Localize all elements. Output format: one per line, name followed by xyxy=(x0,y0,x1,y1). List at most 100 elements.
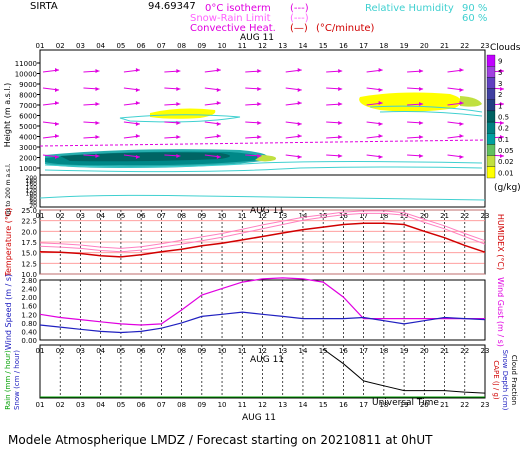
wind-arrowhead xyxy=(297,122,302,126)
legend-convective-symbol: (—) xyxy=(290,23,308,34)
hour-tick-label: 11 xyxy=(238,401,247,409)
wind-arrowhead xyxy=(216,155,221,159)
temperature-tick-label: 12.5 xyxy=(21,260,37,268)
surface-height-tick-label: 140 xyxy=(26,184,38,191)
height-tick-label: 3000 xyxy=(19,144,37,152)
rh-contour xyxy=(44,166,483,173)
hour-tick-label: 15 xyxy=(319,401,328,409)
colorbar-unit: (g/kg) xyxy=(494,183,521,193)
wind-arrowhead xyxy=(459,134,464,138)
hour-tick-label: 21 xyxy=(440,401,449,409)
surface-height-tick-label: 120 xyxy=(26,187,38,194)
legend-convective-unit: (°C/minute) xyxy=(316,23,375,34)
colorbar-title: Clouds xyxy=(490,43,521,53)
height-tick-label: 7000 xyxy=(19,102,37,110)
low-cloud-edge xyxy=(255,155,277,162)
colorbar-swatch xyxy=(486,88,496,100)
wind-arrowhead xyxy=(419,102,424,106)
wind-arrowhead xyxy=(55,88,59,92)
cape-axis-label: CAPE (J / g) xyxy=(492,360,500,400)
surface-height-tick-label: 60 xyxy=(29,197,37,204)
wind-arrowhead xyxy=(338,69,343,73)
hour-tick-label: 10 xyxy=(218,42,227,50)
cloud-fraction-axis-label: Cloud Fraction xyxy=(510,355,518,405)
wind-arrowhead xyxy=(378,68,383,72)
hour-tick-label: 08 xyxy=(177,42,186,50)
hour-tick-label: 17 xyxy=(359,42,368,50)
wind-arrowhead xyxy=(135,68,140,72)
temperature-tick-label: 20.0 xyxy=(21,228,37,236)
hour-tick-label: 09 xyxy=(197,42,206,50)
wind-arrowhead xyxy=(297,101,302,105)
wind-arrowhead xyxy=(176,69,181,73)
hour-tick-label: 13 xyxy=(278,42,287,50)
hour-tick-label: 12 xyxy=(258,401,267,409)
hour-tick-label: 15 xyxy=(319,42,328,50)
hour-tick-label: 21 xyxy=(440,42,449,50)
hour-tick-label: 23 xyxy=(481,401,490,409)
surface-height-tick-label: 160 xyxy=(26,181,38,188)
wind-arrowhead xyxy=(378,88,383,92)
height-tick-label: 2000 xyxy=(19,155,37,163)
isotherm-line xyxy=(39,139,486,147)
wind-arrowhead xyxy=(500,69,504,73)
colorbar-swatch xyxy=(486,54,496,67)
rh-contour xyxy=(44,161,483,168)
hour-tick-label: 12 xyxy=(258,42,267,50)
temperature-tick-label: 25.0 xyxy=(21,207,37,215)
colorbar-swatch xyxy=(486,66,496,78)
wind-arrowhead xyxy=(135,88,140,92)
legend-convective: Convective Heat. xyxy=(190,23,276,34)
low-cloud-core xyxy=(60,152,230,162)
height-tick-label: 9000 xyxy=(19,81,37,89)
legend-rh-90: 90 % xyxy=(462,3,487,14)
hour-tick-label: 14 xyxy=(298,42,307,50)
wind-arrowhead xyxy=(297,155,302,159)
wind-arrowhead xyxy=(500,87,504,91)
wind-arrowhead xyxy=(216,134,221,138)
wind-arrowhead xyxy=(378,101,383,105)
wind-arrowhead xyxy=(257,102,262,106)
wind-arrowhead xyxy=(459,68,464,72)
station-name: SIRTA xyxy=(30,1,58,12)
wind-arrowhead xyxy=(257,121,262,125)
wind-series-line xyxy=(39,277,485,326)
wind-arrowhead xyxy=(338,154,343,158)
hour-tick-label: 14 xyxy=(298,401,307,409)
wind-tick-label: 0.40 xyxy=(21,328,37,336)
hour-tick-label: 02 xyxy=(56,401,65,409)
wind-arrowhead xyxy=(500,154,504,158)
high-cloud xyxy=(359,92,462,112)
hour-tick-label: 18 xyxy=(379,401,388,409)
surface-layer-frame xyxy=(39,174,486,208)
wind-tick-label: 0.00 xyxy=(21,337,37,345)
wind-arrowhead xyxy=(459,88,464,92)
wind-arrowhead xyxy=(338,102,343,106)
wind-arrowhead xyxy=(419,135,424,139)
wind-arrowhead xyxy=(55,68,59,72)
wind-arrowhead xyxy=(55,122,59,126)
wind-arrowhead xyxy=(378,155,383,159)
wind-arrowhead xyxy=(419,121,424,125)
colorbar-level-label: 0.1 xyxy=(498,136,509,144)
legend-rh: Relative Humidity xyxy=(365,3,454,14)
snow-axis-label: Snow (cm / hour) xyxy=(13,350,21,410)
wind-arrowhead xyxy=(338,87,343,91)
wind-arrowhead xyxy=(500,102,504,106)
surface-height-tick-label: 200 xyxy=(26,175,38,182)
date-label-low: AUG 11 xyxy=(250,355,284,365)
colorbar-swatch xyxy=(486,133,496,145)
colorbar-level-label: 9 xyxy=(498,58,502,66)
rain-axis-label: Rain (mm / hour) xyxy=(4,350,12,410)
hour-tick-label: 22 xyxy=(460,401,469,409)
wind-arrowhead xyxy=(216,68,221,72)
temperature-series-line xyxy=(39,222,486,258)
height-tick-label: 1000 xyxy=(19,165,37,173)
wind-arrowhead xyxy=(216,88,221,92)
surface-height-tick-label: 40 xyxy=(29,200,37,207)
hour-tick-label: 16 xyxy=(339,401,348,409)
colorbar-level-label: 1 xyxy=(498,102,502,110)
hour-tick-label: 03 xyxy=(76,401,85,409)
legend-isotherm: 0°C isotherm xyxy=(205,3,271,14)
